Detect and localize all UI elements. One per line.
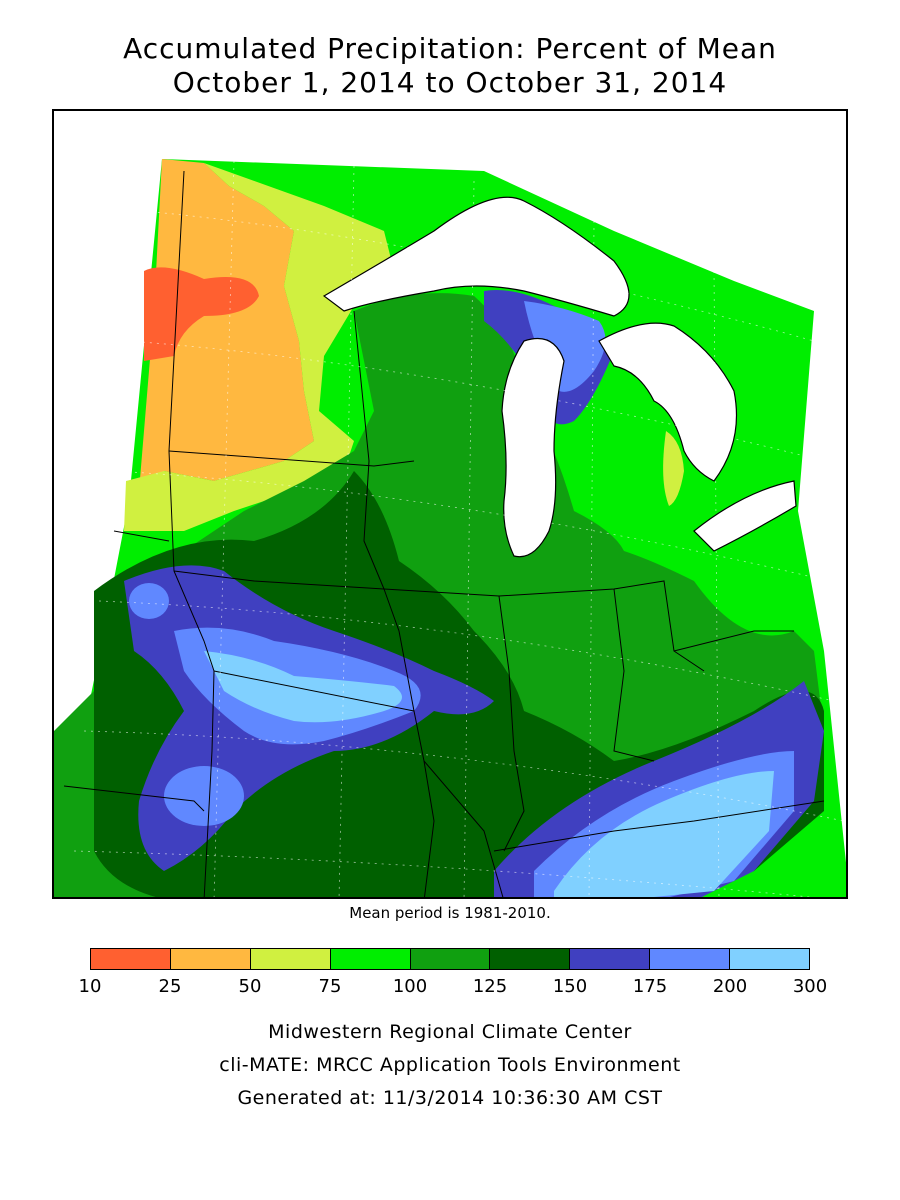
lake-huron (598, 322, 738, 482)
footer-organization: Midwestern Regional Climate Center (268, 1021, 632, 1043)
legend-tick-label: 175 (632, 976, 668, 997)
state-boundaries (63, 170, 825, 897)
wet-patch-yellow-thumb (663, 431, 684, 506)
mean-period-note: Mean period is 1981-2010. (349, 904, 551, 922)
legend-swatch (490, 949, 571, 969)
legend-swatch (570, 949, 651, 969)
wet-region-blue-northeast (524, 301, 606, 392)
graticule (73, 160, 845, 897)
legend-swatch (91, 949, 171, 969)
legend-tick-label: 25 (158, 976, 182, 997)
legend-swatch (250, 949, 331, 969)
lake-erie (693, 480, 797, 552)
wet-region-light-blue (204, 651, 402, 723)
transition-region-yellow (124, 163, 394, 531)
footer-tool-name: cli-MATE: MRCC Application Tools Environ… (219, 1054, 681, 1076)
legend-tick-label: 200 (712, 976, 748, 997)
footer-generated-time: Generated at: 11/3/2014 10:36:30 AM CST (237, 1087, 663, 1109)
dry-region-red (144, 267, 259, 361)
legend-tick-labels: 10 25 50 75 100 125 150 175 200 300 (79, 976, 828, 1000)
map-date-range: October 1, 2014 to October 31, 2014 (172, 66, 728, 99)
legend-swatch (650, 949, 731, 969)
wet-patch-blue-west (129, 583, 169, 619)
wet-patch-blue-sw (164, 766, 244, 826)
legend-tick-label: 100 (392, 976, 428, 997)
color-legend (90, 948, 810, 970)
legend-swatch (330, 949, 411, 969)
legend-tick-label: 75 (318, 976, 342, 997)
map-title: Accumulated Precipitation: Percent of Me… (123, 32, 777, 65)
lake-superior (322, 196, 630, 317)
map-canvas (54, 159, 846, 897)
legend-swatch (410, 949, 491, 969)
wet-region-light-blue-southeast (554, 771, 774, 897)
legend-tick-label: 10 (78, 976, 102, 997)
legend-tick-label: 300 (792, 976, 828, 997)
legend-tick-label: 125 (472, 976, 508, 997)
legend-swatch (730, 949, 810, 969)
legend-tick-label: 150 (552, 976, 588, 997)
dry-region-orange (139, 159, 314, 491)
precipitation-map (52, 109, 848, 899)
legend-swatch (170, 949, 251, 969)
legend-tick-label: 50 (238, 976, 262, 997)
